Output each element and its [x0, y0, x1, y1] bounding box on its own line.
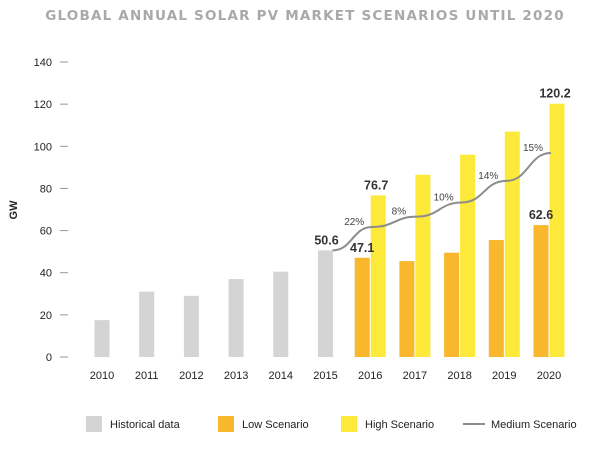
bar-historical-2013	[228, 279, 244, 357]
bar-low-2017	[399, 261, 415, 357]
legend-historical-swatch	[86, 416, 102, 432]
y-tick-label: 100	[34, 141, 52, 153]
x-tick-label: 2016	[358, 370, 382, 382]
x-tick-label: 2010	[90, 370, 114, 382]
legend-high-swatch	[341, 416, 357, 432]
bar-historical-2012	[183, 295, 199, 357]
data-label: 47.1	[350, 241, 374, 255]
y-tick-label: 60	[40, 226, 52, 238]
bar-historical-2014	[273, 271, 289, 357]
data-label: 120.2	[539, 87, 570, 101]
x-tick-label: 2017	[403, 370, 427, 382]
medium-scenario-line-group	[332, 152, 552, 252]
growth-label: 14%	[478, 171, 498, 182]
x-tick-label: 2014	[269, 370, 293, 382]
bar-low-2018	[444, 252, 460, 357]
bars	[94, 103, 565, 357]
growth-label: 8%	[392, 207, 407, 218]
bar-historical-2011	[139, 291, 155, 357]
chart-title: GLOBAL ANNUAL SOLAR PV MARKET SCENARIOS …	[45, 8, 565, 24]
x-tick-label: 2012	[179, 370, 203, 382]
medium-scenario-line	[332, 152, 552, 252]
y-axis-label: GW	[8, 200, 20, 220]
x-tick-label: 2019	[492, 370, 516, 382]
growth-label: 10%	[434, 193, 454, 204]
bar-high-2019	[504, 131, 520, 357]
growth-label: 15%	[523, 143, 543, 154]
x-axis: 2010 2011 2012 2013 2014 2015 2016 2017 2018 2019…	[90, 370, 561, 382]
x-tick-label: 2015	[313, 370, 337, 382]
x-tick-label: 2013	[224, 370, 248, 382]
bar-high-2016	[370, 195, 386, 357]
x-tick-label: 2018	[447, 370, 471, 382]
x-tick-label: 2011	[135, 370, 159, 382]
y-tick-label: 0	[46, 352, 52, 364]
bar-low-2019	[488, 240, 504, 357]
data-label: 50.6	[314, 233, 338, 247]
y-tick-label: 140	[34, 57, 52, 69]
data-label: 76.7	[364, 178, 388, 192]
y-tick-label: 40	[40, 268, 52, 280]
bar-low-2020	[533, 225, 549, 357]
legend-historical-label: Historical data	[110, 419, 181, 431]
bar-historical-2015	[318, 250, 333, 357]
growth-label: 22%	[344, 217, 364, 228]
y-tick-label: 80	[40, 183, 52, 195]
data-label: 62.6	[529, 208, 553, 222]
legend: Historical data Low Scenario High Scenario…	[86, 416, 577, 432]
legend-high-label: High Scenario	[365, 419, 434, 431]
legend-low-swatch	[218, 416, 234, 432]
y-tick-label: 120	[34, 99, 52, 111]
bar-low-2016	[354, 257, 370, 357]
x-tick-label: 2020	[537, 370, 561, 382]
legend-medium-label: Medium Scenario	[491, 419, 577, 431]
bar-high-2020	[549, 103, 565, 357]
bar-high-2018	[460, 154, 476, 357]
bar-high-2017	[415, 174, 431, 357]
y-axis: 0 20 40 60 80 100 120 140	[34, 57, 68, 364]
data-labels: 50.6 47.1 76.7 62.6 120.2 22% 8% 10% 14% 15%	[314, 87, 570, 255]
bar-historical-2010	[94, 320, 110, 357]
legend-low-label: Low Scenario	[242, 419, 309, 431]
y-tick-label: 20	[40, 310, 52, 322]
